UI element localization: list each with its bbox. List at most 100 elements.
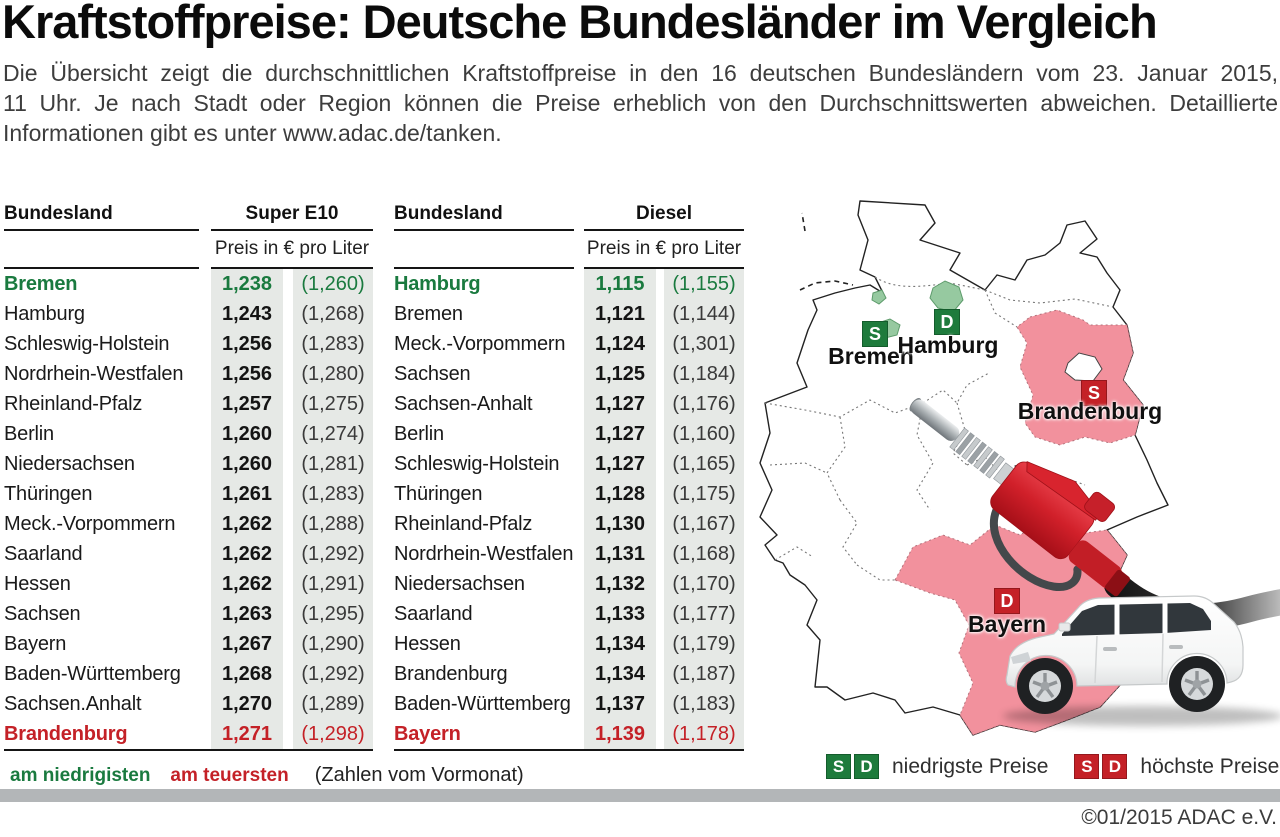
map-badge-bayern: D xyxy=(994,588,1020,614)
bundesland-name: Bayern xyxy=(394,722,461,745)
price-current: 1,128 xyxy=(584,479,656,509)
table-row: Baden-Württemberg 1,268 (1,292) xyxy=(4,659,374,689)
islands-dashed xyxy=(799,280,854,291)
state-hamburg xyxy=(929,280,964,313)
map-legend: S D niedrigste Preise S D höchste Preise xyxy=(826,754,1279,779)
page-title: Kraftstoffpreise: Deutsche Bundesländer … xyxy=(2,0,1158,48)
intro-line: Informationen gibt es unter www.adac.de/… xyxy=(3,120,502,146)
price-current: 1,262 xyxy=(211,569,283,599)
table-row: Bremen 1,238 (1,260) xyxy=(4,268,374,299)
price-current: 1,238 xyxy=(211,268,283,299)
price-current: 1,243 xyxy=(211,299,283,329)
bundesland-name: Bremen xyxy=(394,302,463,325)
table-divider xyxy=(394,230,574,269)
unit-header: Preis in € pro Liter xyxy=(584,230,745,269)
table-row: Niedersachsen 1,260 (1,281) xyxy=(4,449,374,479)
germany-map xyxy=(745,195,1280,775)
unit-header: Preis in € pro Liter xyxy=(211,230,374,269)
table-row: Schleswig-Holstein 1,127 (1,165) xyxy=(394,449,745,479)
table-row: Sachsen 1,125 (1,184) xyxy=(394,359,745,389)
price-previous: (1,275) xyxy=(293,389,374,419)
table-row: Hessen 1,134 (1,179) xyxy=(394,629,745,659)
bundesland-name: Nordrhein-Westfalen xyxy=(4,362,184,385)
price-current: 1,262 xyxy=(211,539,283,569)
bundesland-name: Sachsen xyxy=(394,362,471,385)
intro-text: Die Übersicht zeigt die durchschnittlich… xyxy=(3,58,1278,148)
price-previous: (1,183) xyxy=(664,689,745,719)
table-header-row: Bundesland Super E10 xyxy=(4,198,374,231)
table-header-row: Bundesland Diesel xyxy=(394,198,745,231)
price-current: 1,270 xyxy=(211,689,283,719)
bundesland-name: Saarland xyxy=(4,542,83,565)
price-current: 1,262 xyxy=(211,509,283,539)
bundesland-name: Niedersachsen xyxy=(4,452,135,475)
table-row: Hamburg 1,243 (1,268) xyxy=(4,299,374,329)
intro-line: 11 Uhr. Je nach Stadt oder Region können… xyxy=(3,90,1278,116)
table-row: Hessen 1,262 (1,291) xyxy=(4,569,374,599)
price-previous: (1,179) xyxy=(664,629,745,659)
island-sylt-dashed xyxy=(801,212,806,232)
price-previous: (1,281) xyxy=(293,449,374,479)
map-label-hamburg: Hamburg xyxy=(897,332,999,358)
bundesland-name: Nordrhein-Westfalen xyxy=(394,542,574,565)
price-current: 1,130 xyxy=(584,509,656,539)
price-previous: (1,283) xyxy=(293,479,374,509)
bundesland-name: Thüringen xyxy=(4,482,93,505)
price-previous: (1,184) xyxy=(664,359,745,389)
map-label-bremen: Bremen xyxy=(828,343,914,369)
legend-label-lowest: niedrigste Preise xyxy=(892,754,1049,778)
price-current: 1,134 xyxy=(584,629,656,659)
legend-badge-s-red: S xyxy=(1074,754,1100,779)
bundesland-name: Thüringen xyxy=(394,482,483,505)
price-previous: (1,292) xyxy=(293,659,374,689)
state-bremerhaven xyxy=(871,289,887,305)
footnote-note: (Zahlen vom Vormonat) xyxy=(314,764,524,786)
table-row: Bayern 1,267 (1,290) xyxy=(4,629,374,659)
table-row: Schleswig-Holstein 1,256 (1,283) xyxy=(4,329,374,359)
table-subheader-row: Preis in € pro Liter xyxy=(394,230,745,269)
price-current: 1,137 xyxy=(584,689,656,719)
table-row: Baden-Württemberg 1,137 (1,183) xyxy=(394,689,745,719)
map-badge-bremen: S xyxy=(862,321,888,347)
price-previous: (1,268) xyxy=(293,299,374,329)
price-current: 1,125 xyxy=(584,359,656,389)
price-previous: (1,298) xyxy=(293,719,374,749)
table-row: Hamburg 1,115 (1,155) xyxy=(394,268,745,299)
price-previous: (1,165) xyxy=(664,449,745,479)
price-previous: (1,168) xyxy=(664,539,745,569)
table-row: Thüringen 1,128 (1,175) xyxy=(394,479,745,509)
footnote-highest: am teuersten xyxy=(170,764,289,786)
bundesland-name: Brandenburg xyxy=(394,662,508,685)
bundesland-name: Bremen xyxy=(4,272,78,295)
price-current: 1,124 xyxy=(584,329,656,359)
table-row: Nordrhein-Westfalen 1,256 (1,280) xyxy=(4,359,374,389)
intro-line: Die Übersicht zeigt die durchschnittlich… xyxy=(3,60,1278,86)
table-row: Meck.-Vorpommern 1,124 (1,301) xyxy=(394,329,745,359)
price-previous: (1,177) xyxy=(664,599,745,629)
price-current: 1,131 xyxy=(584,539,656,569)
price-current: 1,260 xyxy=(211,449,283,479)
copyright-text: ©01/2015 ADAC e.V. xyxy=(1081,806,1277,829)
price-current: 1,263 xyxy=(211,599,283,629)
price-current: 1,261 xyxy=(211,479,283,509)
table-row: Nordrhein-Westfalen 1,131 (1,168) xyxy=(394,539,745,569)
price-current: 1,271 xyxy=(211,719,283,749)
price-previous: (1,160) xyxy=(664,419,745,449)
table-row: Brandenburg 1,134 (1,187) xyxy=(394,659,745,689)
bundesland-name: Schleswig-Holstein xyxy=(394,452,560,475)
price-previous: (1,292) xyxy=(293,539,374,569)
map-badge-brandenburg: S xyxy=(1081,380,1107,406)
map-svg xyxy=(759,200,1280,736)
bundesland-name: Rheinland-Pfalz xyxy=(394,512,533,535)
price-previous: (1,144) xyxy=(664,299,745,329)
price-previous: (1,280) xyxy=(293,359,374,389)
price-current: 1,121 xyxy=(584,299,656,329)
bundesland-name: Brandenburg xyxy=(4,722,128,745)
table-row: Brandenburg 1,271 (1,298) xyxy=(4,719,374,749)
price-current: 1,134 xyxy=(584,659,656,689)
table-row: Saarland 1,262 (1,292) xyxy=(4,539,374,569)
bundesland-name: Hessen xyxy=(394,632,461,655)
price-previous: (1,170) xyxy=(664,569,745,599)
map-label-brandenburg: Brandenburg xyxy=(1017,398,1163,424)
price-previous: (1,289) xyxy=(293,689,374,719)
